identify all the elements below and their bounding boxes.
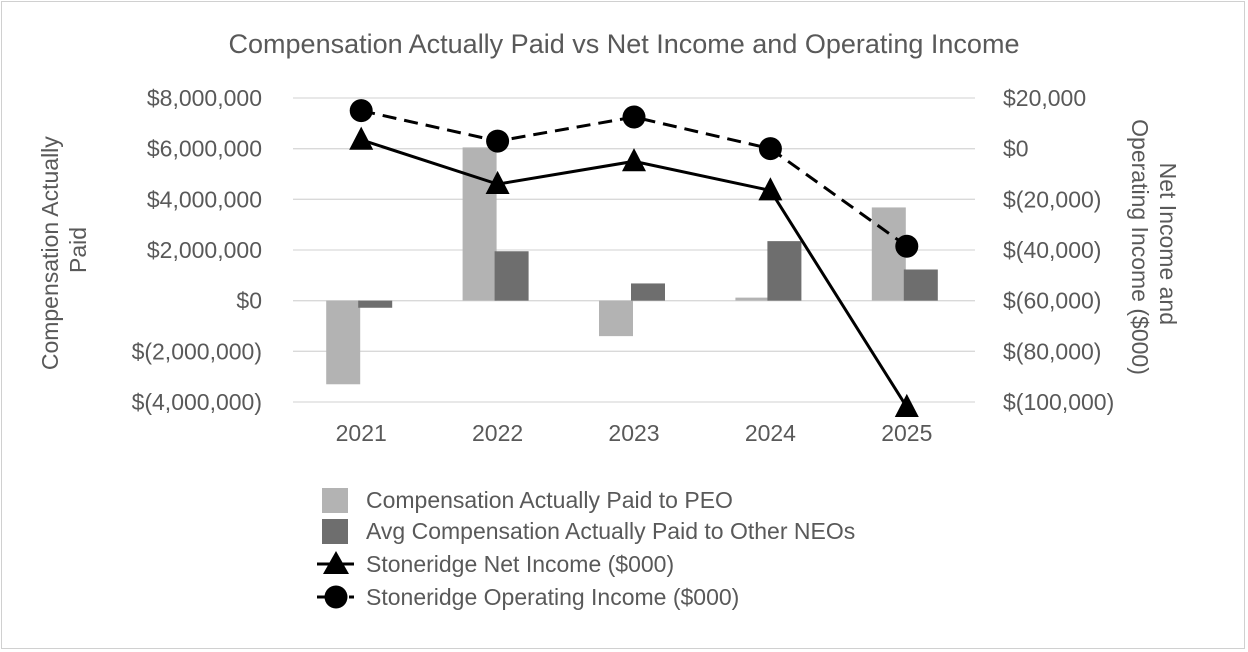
legend-label: Stoneridge Net Income ($000) — [366, 551, 674, 577]
bar-peo — [735, 297, 770, 301]
operating-income-point — [895, 234, 919, 258]
right-tick-label: $(20,000) — [1003, 186, 1101, 212]
legend: Compensation Actually Paid to PEO Avg Com… — [317, 487, 855, 610]
left-axis-label: Compensation Actually Paid — [37, 130, 91, 370]
legend-item: Stoneridge Operating Income ($000) — [317, 584, 739, 610]
right-tick-label: $20,000 — [1003, 85, 1086, 111]
legend-label: Compensation Actually Paid to PEO — [366, 487, 733, 513]
left-axis-label-line-2: Paid — [65, 227, 91, 273]
bar-other-neos — [767, 241, 802, 301]
operating-income-line — [360, 109, 908, 248]
left-tick-label: $6,000,000 — [147, 136, 262, 162]
bar-other-neos — [903, 269, 938, 301]
bar-peo — [326, 300, 361, 385]
operating-income-point — [349, 99, 373, 123]
bar-other-neos — [358, 300, 393, 308]
legend-label: Avg Compensation Actually Paid to Other … — [366, 518, 855, 544]
net-income-point — [349, 126, 374, 150]
x-tick-label: 2024 — [745, 420, 796, 446]
right-axis-label: Net Income and Operating Income ($000) — [1127, 119, 1181, 375]
legend-swatch — [322, 519, 348, 544]
legend-circle-marker — [324, 585, 348, 609]
right-axis-label-line-1: Net Income and — [1155, 163, 1181, 325]
right-tick-label: $0 — [1003, 136, 1029, 162]
legend-item: Avg Compensation Actually Paid to Other … — [322, 518, 855, 544]
operating-income-point — [622, 105, 646, 129]
net-income-point — [894, 393, 919, 417]
net-income-point — [485, 170, 510, 195]
gridlines — [293, 97, 975, 403]
bar-series — [326, 147, 938, 385]
operating-income-point — [758, 137, 782, 161]
x-tick-label: 2025 — [881, 420, 932, 446]
bar-other-neos — [631, 283, 665, 301]
x-tick-label: 2023 — [608, 420, 659, 446]
right-tick-label: $(40,000) — [1003, 237, 1101, 263]
right-tick-label: $(80,000) — [1003, 338, 1101, 364]
legend-swatch — [322, 488, 348, 513]
left-axis-label-line-1: Compensation Actually — [37, 136, 63, 370]
legend-triangle-marker — [323, 551, 349, 574]
legend-item: Compensation Actually Paid to PEO — [322, 487, 733, 513]
x-tick-label: 2021 — [336, 420, 387, 446]
chart-title: Compensation Actually Paid vs Net Income… — [229, 29, 1020, 59]
net-income-line — [360, 138, 909, 408]
left-tick-label: $4,000,000 — [147, 186, 262, 212]
right-axis-ticks: $20,000 $0 $(20,000) $(40,000) $(60,000) $(80… — [1003, 85, 1114, 415]
right-tick-label: $(60,000) — [1003, 288, 1101, 314]
x-tick-label: 2022 — [472, 420, 523, 446]
x-axis-ticks: 2021 2022 2023 2024 2025 — [336, 420, 933, 446]
right-tick-label: $(100,000) — [1003, 389, 1114, 415]
bar-peo — [462, 147, 497, 301]
left-tick-label: $0 — [236, 288, 262, 314]
net-income-point — [758, 177, 783, 201]
left-tick-label: $(4,000,000) — [132, 389, 262, 415]
left-axis-ticks: $8,000,000 $6,000,000 $4,000,000 $2,000,000… — [132, 85, 262, 415]
legend-item: Stoneridge Net Income ($000) — [317, 551, 674, 577]
net-income-point — [622, 148, 646, 172]
right-axis-label-line-2: Operating Income ($000) — [1127, 119, 1153, 375]
left-tick-label: $2,000,000 — [147, 237, 262, 263]
bar-other-neos — [494, 251, 529, 301]
left-tick-label: $(2,000,000) — [132, 338, 262, 364]
bar-peo — [599, 300, 633, 337]
left-tick-label: $8,000,000 — [147, 85, 262, 111]
line-series — [349, 99, 919, 417]
legend-label: Stoneridge Operating Income ($000) — [366, 584, 739, 610]
operating-income-point — [486, 129, 510, 153]
